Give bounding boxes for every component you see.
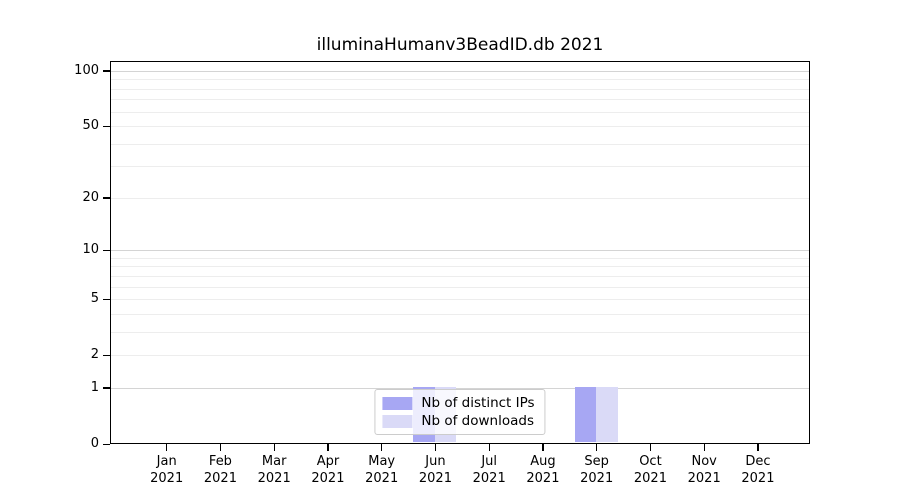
gridline-minor (111, 99, 809, 101)
x-axis-tick-label: Dec 2021 (741, 454, 775, 486)
x-axis-tick-label: May 2021 (365, 454, 399, 486)
y-axis-tick (103, 197, 110, 199)
x-axis-tick-label: Apr 2021 (311, 454, 345, 486)
y-axis-tick (103, 387, 110, 389)
y-axis-tick (103, 125, 110, 127)
gridline-minor (111, 143, 809, 145)
x-axis-tick (219, 444, 222, 451)
bar-downloads-sep (596, 387, 618, 443)
x-axis-tick (273, 444, 275, 451)
x-axis-tick (381, 444, 383, 451)
x-axis-tick (327, 444, 329, 451)
legend-row-downloads: Nb of downloads (382, 412, 534, 430)
x-axis-tick-label: Sep 2021 (580, 454, 614, 486)
y-axis-tick-label: 5 (90, 291, 99, 307)
y-axis-tick-label: 2 (90, 347, 99, 363)
x-axis-tick (649, 444, 652, 451)
gridline-minor (111, 126, 809, 128)
plot-area: Nb of distinct IPs Nb of downloads (110, 61, 810, 444)
x-axis-tick (757, 444, 759, 451)
y-axis-tick (103, 354, 110, 356)
gridline-minor (111, 88, 809, 90)
x-axis-tick-label: Jan 2021 (150, 454, 184, 486)
legend-swatch-distinct-ips (382, 396, 413, 410)
x-axis-tick-label: Jul 2021 (472, 454, 506, 486)
x-axis-tick (166, 444, 168, 451)
gridline-minor (111, 299, 809, 301)
x-axis-tick (488, 444, 490, 451)
gridline-minor (111, 166, 809, 168)
gridline-minor (111, 266, 809, 268)
y-axis-tick-label: 1 (90, 379, 99, 395)
gridline-minor (111, 257, 809, 259)
x-axis-tick-label: Feb 2021 (203, 454, 237, 486)
x-axis-tick-label: Jun 2021 (418, 454, 452, 486)
x-axis-tick (434, 444, 437, 451)
gridline-minor (111, 286, 809, 288)
x-axis-tick-label: Mar 2021 (257, 454, 291, 486)
gridline-minor (111, 275, 809, 277)
x-axis-tick-label: Nov 2021 (687, 454, 721, 486)
y-axis-tick (103, 70, 110, 72)
y-axis-tick-label: 100 (74, 62, 99, 78)
gridline-minor (111, 313, 809, 315)
gridline-major (111, 387, 809, 389)
legend-label-downloads: Nb of downloads (421, 413, 534, 429)
y-axis-tick-label: 50 (82, 118, 99, 134)
x-axis-tick-label: Oct 2021 (633, 454, 667, 486)
gridline-minor (111, 79, 809, 81)
x-axis-tick (596, 444, 598, 451)
gridline-minor (111, 355, 809, 357)
legend-label-distinct-ips: Nb of distinct IPs (421, 395, 535, 411)
y-axis-tick (103, 249, 110, 251)
legend-swatch-downloads (382, 414, 413, 428)
gridline-major (111, 70, 809, 72)
gridline-minor (111, 331, 809, 333)
legend: Nb of distinct IPs Nb of downloads (374, 389, 546, 435)
y-axis-tick-label: 0 (90, 436, 99, 451)
y-axis-tick-label: 20 (82, 189, 99, 205)
chart-title: illuminaHumanv3BeadID.db 2021 (316, 35, 604, 55)
y-axis-tick (103, 298, 110, 300)
gridline-minor (111, 197, 809, 199)
x-axis-tick (542, 444, 544, 451)
y-axis-tick (103, 443, 110, 445)
gridline-major (111, 250, 809, 252)
x-axis-tick (703, 444, 705, 451)
gridline-minor (111, 111, 809, 113)
y-axis-tick-label: 10 (82, 242, 99, 258)
x-axis-tick-label: Aug 2021 (526, 454, 560, 486)
bar-distinct-ips-sep (574, 387, 597, 443)
legend-row-distinct-ips: Nb of distinct IPs (382, 394, 535, 412)
